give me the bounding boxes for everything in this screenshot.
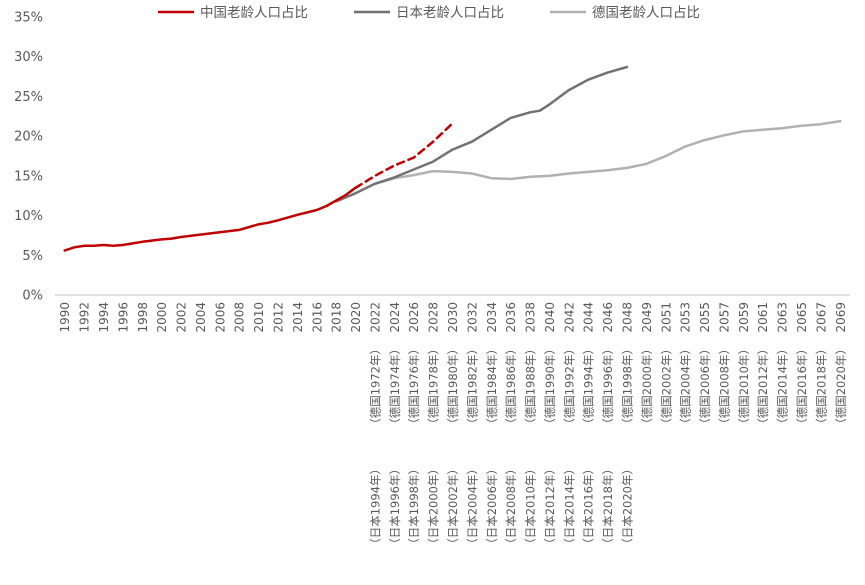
x-sublabel-germany: （德国1978年） <box>427 343 441 430</box>
x-tick-label: 2028 <box>427 302 441 333</box>
x-sublabel-japan: （日本2000年） <box>427 463 441 550</box>
x-sublabel-germany: （德国1974年） <box>388 343 402 430</box>
x-tick-label: 2042 <box>562 302 576 333</box>
x-tick-label: 2026 <box>407 302 421 333</box>
x-tick-label: 2022 <box>368 302 382 333</box>
x-tick-label: 2048 <box>621 302 635 333</box>
x-tick-label: 2032 <box>465 302 479 333</box>
x-sublabel-japan: （日本2014年） <box>562 463 576 550</box>
x-tick-label: 2067 <box>814 302 828 333</box>
y-tick-label: 35% <box>14 11 43 26</box>
x-sublabel-germany: （德国1980年） <box>446 343 460 430</box>
x-sublabel-germany: （德国1992年） <box>562 343 576 430</box>
x-tick-label: 2059 <box>737 302 751 333</box>
y-tick-label: 20% <box>14 130 43 145</box>
x-tick-label: 2002 <box>175 302 189 333</box>
x-tick-label: 2044 <box>582 302 596 333</box>
x-tick-label: 2000 <box>155 302 169 333</box>
x-sublabel-germany: （德国2018年） <box>814 343 828 430</box>
x-sublabel-japan: （日本2012年） <box>543 463 557 550</box>
legend-label-china: 中国老龄人口占比 <box>200 5 308 21</box>
x-sublabel-japan: （日本2006年） <box>485 463 499 550</box>
x-sublabel-germany: （德国1972年） <box>368 343 382 430</box>
x-tick-label: 2014 <box>291 302 305 333</box>
x-tick-label: 2036 <box>504 302 518 333</box>
x-tick-label: 2018 <box>330 302 344 333</box>
x-sublabel-germany: （德国2020年） <box>834 343 848 430</box>
x-tick-label: 2063 <box>776 302 790 333</box>
x-sublabel-japan: （日本1996年） <box>388 463 402 550</box>
y-tick-label: 25% <box>14 90 43 105</box>
x-sublabel-germany: （德国2010年） <box>737 343 751 430</box>
x-tick-label: 2008 <box>233 302 247 333</box>
x-tick-label: 2057 <box>717 302 731 333</box>
x-sublabel-germany: （德国2002年） <box>659 343 673 430</box>
x-tick-label: 2006 <box>213 302 227 333</box>
y-tick-label: 30% <box>14 50 43 65</box>
x-tick-label: 2053 <box>679 302 693 333</box>
x-tick-label: 2061 <box>756 302 770 333</box>
x-sublabel-germany: （德国1996年） <box>601 343 615 430</box>
y-tick-label: 0% <box>22 289 43 304</box>
x-tick-label: 2069 <box>834 302 848 333</box>
x-sublabel-japan: （日本1998年） <box>407 463 421 550</box>
x-tick-label: 2016 <box>310 302 324 333</box>
x-sublabel-germany: （德国1988年） <box>524 343 538 430</box>
x-sublabel-germany: （德国1984年） <box>485 343 499 430</box>
legend-label-germany: 德国老龄人口占比 <box>592 5 700 21</box>
x-tick-label: 2055 <box>698 302 712 333</box>
x-sublabel-germany: （德国2006年） <box>698 343 712 430</box>
x-sublabel-germany: （德国2004年） <box>679 343 693 430</box>
y-tick-label: 15% <box>14 169 43 184</box>
x-tick-label: 2030 <box>446 302 460 333</box>
x-tick-label: 2024 <box>388 302 402 333</box>
x-sublabel-japan: （日本1994年） <box>368 463 382 550</box>
x-tick-label: 1998 <box>136 302 150 333</box>
x-tick-label: 2004 <box>194 302 208 333</box>
x-tick-label: 1992 <box>78 302 92 333</box>
x-tick-label: 2049 <box>640 302 654 333</box>
series-line-china <box>63 186 357 252</box>
x-tick-label: 2034 <box>485 302 499 333</box>
x-tick-label: 2046 <box>601 302 615 333</box>
x-tick-label: 2010 <box>252 302 266 333</box>
x-tick-label: 2040 <box>543 302 557 333</box>
x-sublabel-japan: （日本2004年） <box>465 463 479 550</box>
y-tick-label: 10% <box>14 209 43 224</box>
x-sublabel-japan: （日本2020年） <box>621 463 635 550</box>
x-sublabel-germany: （德国1976年） <box>407 343 421 430</box>
x-sublabel-japan: （日本2016年） <box>582 463 596 550</box>
x-sublabel-japan: （日本2018年） <box>601 463 615 550</box>
x-sublabel-germany: （德国1994年） <box>582 343 596 430</box>
x-sublabel-japan: （日本2002年） <box>446 463 460 550</box>
x-sublabel-germany: （德国1986年） <box>504 343 518 430</box>
x-tick-label: 1990 <box>58 302 72 333</box>
x-sublabel-germany: （德国1982年） <box>465 343 479 430</box>
x-sublabel-germany: （德国2016年） <box>795 343 809 430</box>
x-tick-label: 2020 <box>349 302 363 333</box>
x-tick-label: 2065 <box>795 302 809 333</box>
x-tick-label: 2012 <box>271 302 285 333</box>
series-line-germany <box>373 119 842 186</box>
x-sublabel-germany: （德国2014年） <box>776 343 790 430</box>
x-sublabel-germany: （德国1998年） <box>621 343 635 430</box>
series-line-japan <box>334 65 629 203</box>
x-sublabel-japan: （日本2010年） <box>524 463 538 550</box>
x-sublabel-germany: （德国1990年） <box>543 343 557 430</box>
x-tick-label: 2038 <box>524 302 538 333</box>
legend-label-japan: 日本老龄人口占比 <box>396 5 504 21</box>
x-tick-label: 1994 <box>97 302 111 333</box>
series-projection-china <box>354 122 454 190</box>
x-tick-label: 1996 <box>116 302 130 333</box>
x-tick-label: 2051 <box>659 302 673 333</box>
x-sublabel-germany: （德国2000年） <box>640 343 654 430</box>
x-sublabel-germany: （德国2012年） <box>756 343 770 430</box>
x-sublabel-germany: （德国2008年） <box>717 343 731 430</box>
y-tick-label: 5% <box>22 249 43 264</box>
x-sublabel-japan: （日本2008年） <box>504 463 518 550</box>
